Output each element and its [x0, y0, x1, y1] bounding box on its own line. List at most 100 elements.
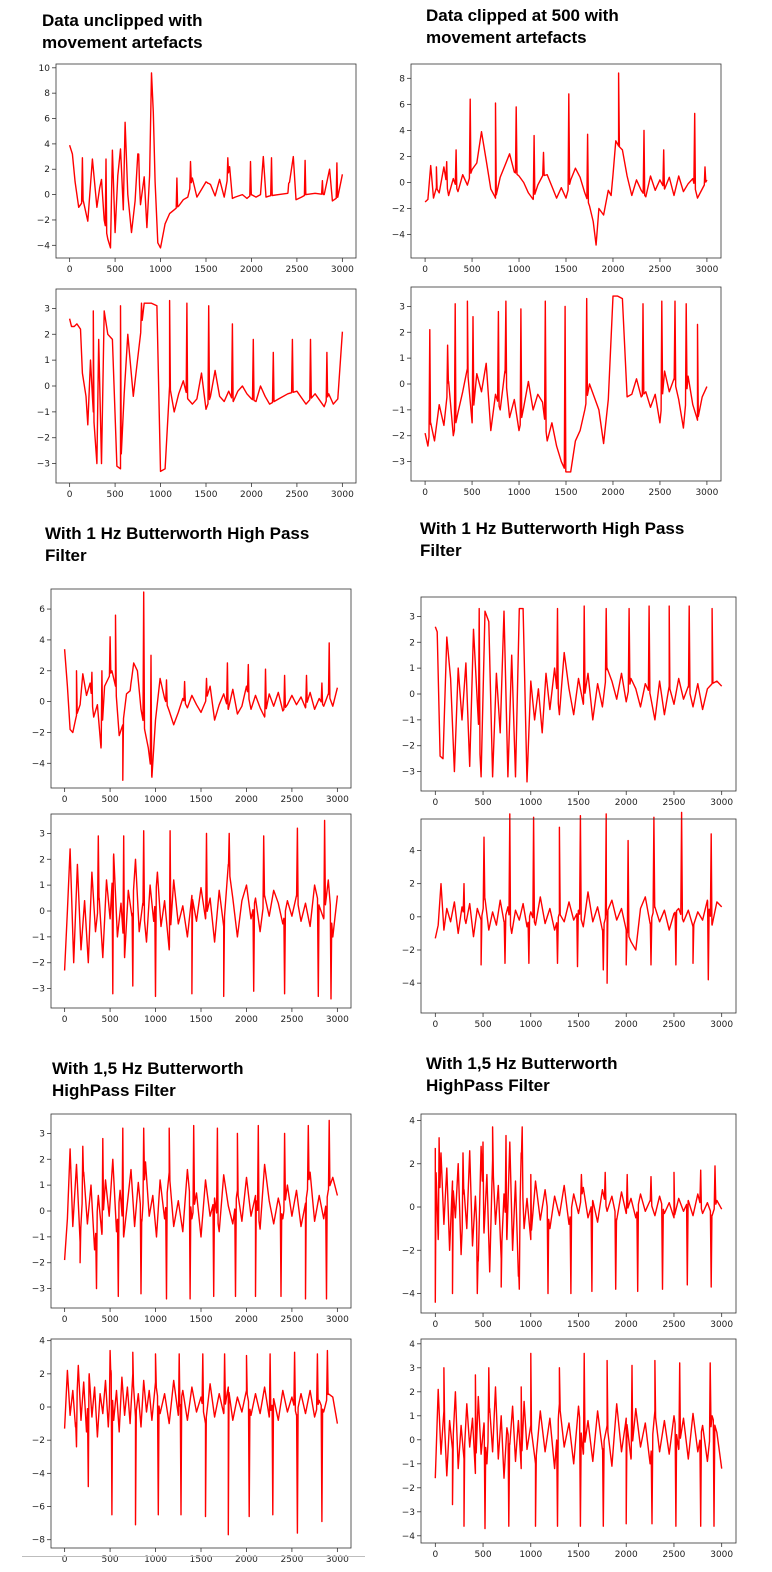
x-tick-label: 500: [106, 490, 123, 500]
y-tick-label: 3: [409, 612, 415, 622]
axes-frame: [410, 63, 722, 259]
heading-1-5hz-clipped: With 1,5 Hz Butterworth HighPass Filter: [426, 1053, 618, 1097]
y-tick-label: 6: [399, 100, 405, 110]
y-tick-label: −1: [392, 406, 405, 416]
x-tick-label: 1500: [190, 1315, 213, 1325]
y-tick-label: 0: [44, 382, 50, 392]
bottom-divider: [22, 1556, 365, 1557]
x-tick-label: 2000: [602, 488, 625, 498]
x-tick-label: 1500: [567, 1020, 590, 1030]
data-series-line: [434, 605, 723, 783]
y-tick-label: 3: [39, 1129, 45, 1139]
y-tick-label: 2: [399, 152, 405, 162]
heading-line: With 1 Hz Butterworth High Pass: [420, 519, 685, 538]
x-tick-label: 1500: [195, 265, 218, 275]
chart-1-5hz-clipped-2: 0 500 1000 1500 2000 2500 3000 −4 −3 −2 −1 0 1 2 3 4: [402, 1338, 737, 1560]
data-series-line: [63, 591, 339, 781]
y-tick-label: 0: [409, 1203, 415, 1213]
chart-1hz-unclipped-1: 0 500 1000 1500 2000 2500 3000 −4 −2 0 2 4 6: [32, 588, 352, 805]
y-tick-label: −2: [37, 434, 50, 444]
y-tick-label: 0: [409, 690, 415, 700]
chart-1-5hz-clipped-1: 0 500 1000 1500 2000 2500 3000 −4 −2 0 2 4: [402, 1113, 737, 1330]
x-tick-label: 0: [432, 1550, 438, 1560]
heading-1hz-unclipped: With 1 Hz Butterworth High Pass Filter: [45, 523, 309, 567]
y-tick-label: −4: [402, 979, 416, 989]
y-tick-label: 1: [39, 881, 45, 891]
y-tick-label: −3: [37, 460, 50, 470]
x-tick-label: 2500: [663, 1020, 686, 1030]
y-tick-label: −4: [37, 241, 51, 251]
y-tick-label: 1: [409, 664, 415, 674]
chart-1hz-clipped-2: 0 500 1000 1500 2000 2500 3000 −4 −2 0 2 4: [402, 811, 737, 1030]
x-tick-label: 1500: [567, 798, 590, 808]
x-tick-label: 1000: [149, 265, 172, 275]
y-tick-label: −4: [402, 1290, 416, 1300]
x-tick-label: 1000: [519, 1020, 542, 1030]
chart-1-5hz-unclipped-2: 0 500 1000 1500 2000 2500 3000 −8 −6 −4 −2 0 2 4: [32, 1337, 352, 1565]
x-tick-label: 2500: [285, 490, 308, 500]
x-tick-label: 3000: [710, 1020, 733, 1030]
x-tick-label: 500: [101, 1015, 118, 1025]
x-tick-label: 500: [101, 1555, 118, 1565]
y-tick-label: −4: [32, 759, 46, 769]
x-tick-label: 2000: [240, 490, 263, 500]
heading-line: movement artefacts: [42, 33, 203, 52]
y-tick-label: −2: [402, 742, 415, 752]
heading-line: Filter: [45, 546, 87, 565]
x-tick-label: 1000: [144, 1315, 167, 1325]
x-tick-label: 0: [432, 1320, 438, 1330]
y-tick-label: 2: [39, 667, 45, 677]
x-tick-label: 2000: [615, 798, 638, 808]
y-tick-label: −2: [402, 1246, 415, 1256]
y-tick-label: 3: [44, 304, 50, 314]
y-tick-label: 2: [44, 330, 50, 340]
y-tick-label: 0: [399, 178, 405, 188]
x-tick-label: 500: [474, 798, 491, 808]
x-tick-label: 1500: [190, 795, 213, 805]
x-tick-label: 3000: [695, 265, 718, 275]
x-tick-label: 2000: [235, 1315, 258, 1325]
x-tick-label: 0: [62, 795, 68, 805]
chart-unclipped-1: 0 500 1000 1500 2000 2500 3000 −4 −2 0 2 4 6 8 10: [37, 63, 357, 275]
x-tick-label: 3000: [710, 1320, 733, 1330]
y-tick-label: −4: [392, 231, 406, 241]
x-tick-label: 2500: [648, 488, 671, 498]
heading-line: Filter: [420, 541, 462, 560]
heading-line: Data unclipped with: [42, 11, 203, 30]
x-tick-label: 2000: [235, 1555, 258, 1565]
y-tick-label: 1: [409, 1412, 415, 1422]
x-tick-label: 500: [474, 1320, 491, 1330]
y-tick-label: 0: [39, 1207, 45, 1217]
data-series-line: [63, 1349, 339, 1536]
x-tick-label: 1500: [555, 488, 578, 498]
axes-frame: [55, 63, 357, 259]
x-tick-label: 1000: [144, 795, 167, 805]
chart-1-5hz-unclipped-1: 0 500 1000 1500 2000 2500 3000 −3 −2 −1 0 1 2 3: [32, 1113, 352, 1325]
data-series-line: [424, 72, 708, 246]
x-tick-label: 3000: [326, 1555, 349, 1565]
x-tick-label: 3000: [331, 490, 354, 500]
y-tick-label: −2: [32, 1436, 45, 1446]
x-tick-label: 3000: [710, 1550, 733, 1560]
y-tick-label: 0: [39, 698, 45, 708]
y-tick-label: 1: [39, 1181, 45, 1191]
y-tick-label: −2: [392, 205, 405, 215]
y-tick-label: 0: [44, 191, 50, 201]
x-tick-label: 0: [422, 265, 428, 275]
y-tick-label: −6: [32, 1503, 46, 1513]
x-tick-label: 1000: [519, 1320, 542, 1330]
y-tick-label: 2: [39, 1370, 45, 1380]
data-series-line: [63, 1119, 339, 1300]
y-tick-label: 0: [409, 1436, 415, 1446]
y-tick-label: 4: [39, 636, 45, 646]
x-tick-label: 1000: [149, 490, 172, 500]
y-tick-label: −2: [402, 946, 415, 956]
y-tick-label: −4: [402, 1532, 416, 1542]
y-tick-label: −2: [37, 216, 50, 226]
x-tick-label: 2500: [280, 1315, 303, 1325]
data-series-line: [434, 1126, 723, 1303]
x-tick-label: 1500: [195, 490, 218, 500]
chart-1hz-unclipped-2: 0 500 1000 1500 2000 2500 3000 −3 −2 −1 0 1 2 3: [32, 813, 352, 1025]
y-tick-label: 3: [399, 302, 405, 312]
x-tick-label: 2500: [280, 1015, 303, 1025]
